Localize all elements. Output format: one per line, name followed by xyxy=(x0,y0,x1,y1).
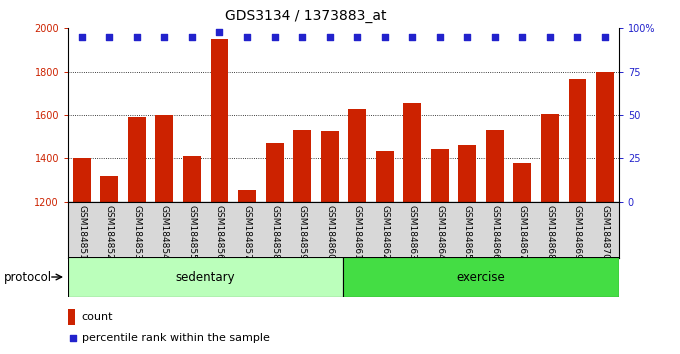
Bar xyxy=(266,143,284,354)
Text: GSM184859: GSM184859 xyxy=(298,205,307,259)
Text: GSM184865: GSM184865 xyxy=(463,205,472,259)
Point xyxy=(104,34,115,40)
Point xyxy=(407,34,418,40)
Point xyxy=(159,34,170,40)
Point xyxy=(131,34,142,40)
Point xyxy=(435,34,445,40)
Text: GSM184860: GSM184860 xyxy=(325,205,334,259)
Point xyxy=(462,34,473,40)
Point xyxy=(352,34,362,40)
Text: GSM184857: GSM184857 xyxy=(243,205,252,259)
Bar xyxy=(68,309,75,325)
Text: sedentary: sedentary xyxy=(176,270,235,284)
Text: GSM184858: GSM184858 xyxy=(270,205,279,259)
Bar xyxy=(376,151,394,354)
Point xyxy=(600,34,611,40)
Text: GSM184864: GSM184864 xyxy=(435,205,444,259)
Bar xyxy=(458,145,476,354)
Point xyxy=(324,34,335,40)
Bar xyxy=(321,131,339,354)
Text: protocol: protocol xyxy=(3,270,52,284)
Point xyxy=(241,34,252,40)
Text: GSM184861: GSM184861 xyxy=(353,205,362,259)
Text: GSM184862: GSM184862 xyxy=(380,205,389,259)
Bar xyxy=(128,117,146,354)
Text: GSM184852: GSM184852 xyxy=(105,205,114,259)
Point xyxy=(490,34,500,40)
Bar xyxy=(238,190,256,354)
Text: GSM184867: GSM184867 xyxy=(518,205,527,259)
Point xyxy=(214,29,225,35)
Text: GSM184870: GSM184870 xyxy=(600,205,609,259)
Bar xyxy=(513,163,531,354)
Bar xyxy=(541,114,559,354)
Text: count: count xyxy=(82,312,114,322)
Text: GSM184869: GSM184869 xyxy=(573,205,582,259)
Text: GSM184853: GSM184853 xyxy=(133,205,141,259)
Bar xyxy=(293,130,311,354)
Text: exercise: exercise xyxy=(457,270,505,284)
Bar xyxy=(403,103,421,354)
Bar xyxy=(183,156,201,354)
Text: GSM184856: GSM184856 xyxy=(215,205,224,259)
Text: GSM184863: GSM184863 xyxy=(408,205,417,259)
Point xyxy=(517,34,528,40)
Bar xyxy=(211,39,228,354)
Point xyxy=(296,34,307,40)
FancyBboxPatch shape xyxy=(68,257,343,297)
Point xyxy=(379,34,390,40)
Text: percentile rank within the sample: percentile rank within the sample xyxy=(82,333,270,343)
Bar xyxy=(568,79,586,354)
Text: GDS3134 / 1373883_at: GDS3134 / 1373883_at xyxy=(225,9,387,23)
Text: GSM184854: GSM184854 xyxy=(160,205,169,259)
Point xyxy=(67,335,78,341)
Point xyxy=(76,34,87,40)
Bar xyxy=(73,159,90,354)
Point xyxy=(572,34,583,40)
Point xyxy=(545,34,556,40)
Bar xyxy=(348,109,366,354)
Text: GSM184855: GSM184855 xyxy=(188,205,197,259)
Point xyxy=(269,34,280,40)
Text: GSM184851: GSM184851 xyxy=(78,205,86,259)
Bar xyxy=(431,149,449,354)
Text: GSM184868: GSM184868 xyxy=(545,205,554,259)
Point xyxy=(186,34,197,40)
FancyBboxPatch shape xyxy=(343,257,619,297)
Bar xyxy=(596,72,614,354)
Bar xyxy=(101,176,118,354)
Text: GSM184866: GSM184866 xyxy=(490,205,499,259)
Bar xyxy=(486,130,504,354)
Bar xyxy=(156,115,173,354)
